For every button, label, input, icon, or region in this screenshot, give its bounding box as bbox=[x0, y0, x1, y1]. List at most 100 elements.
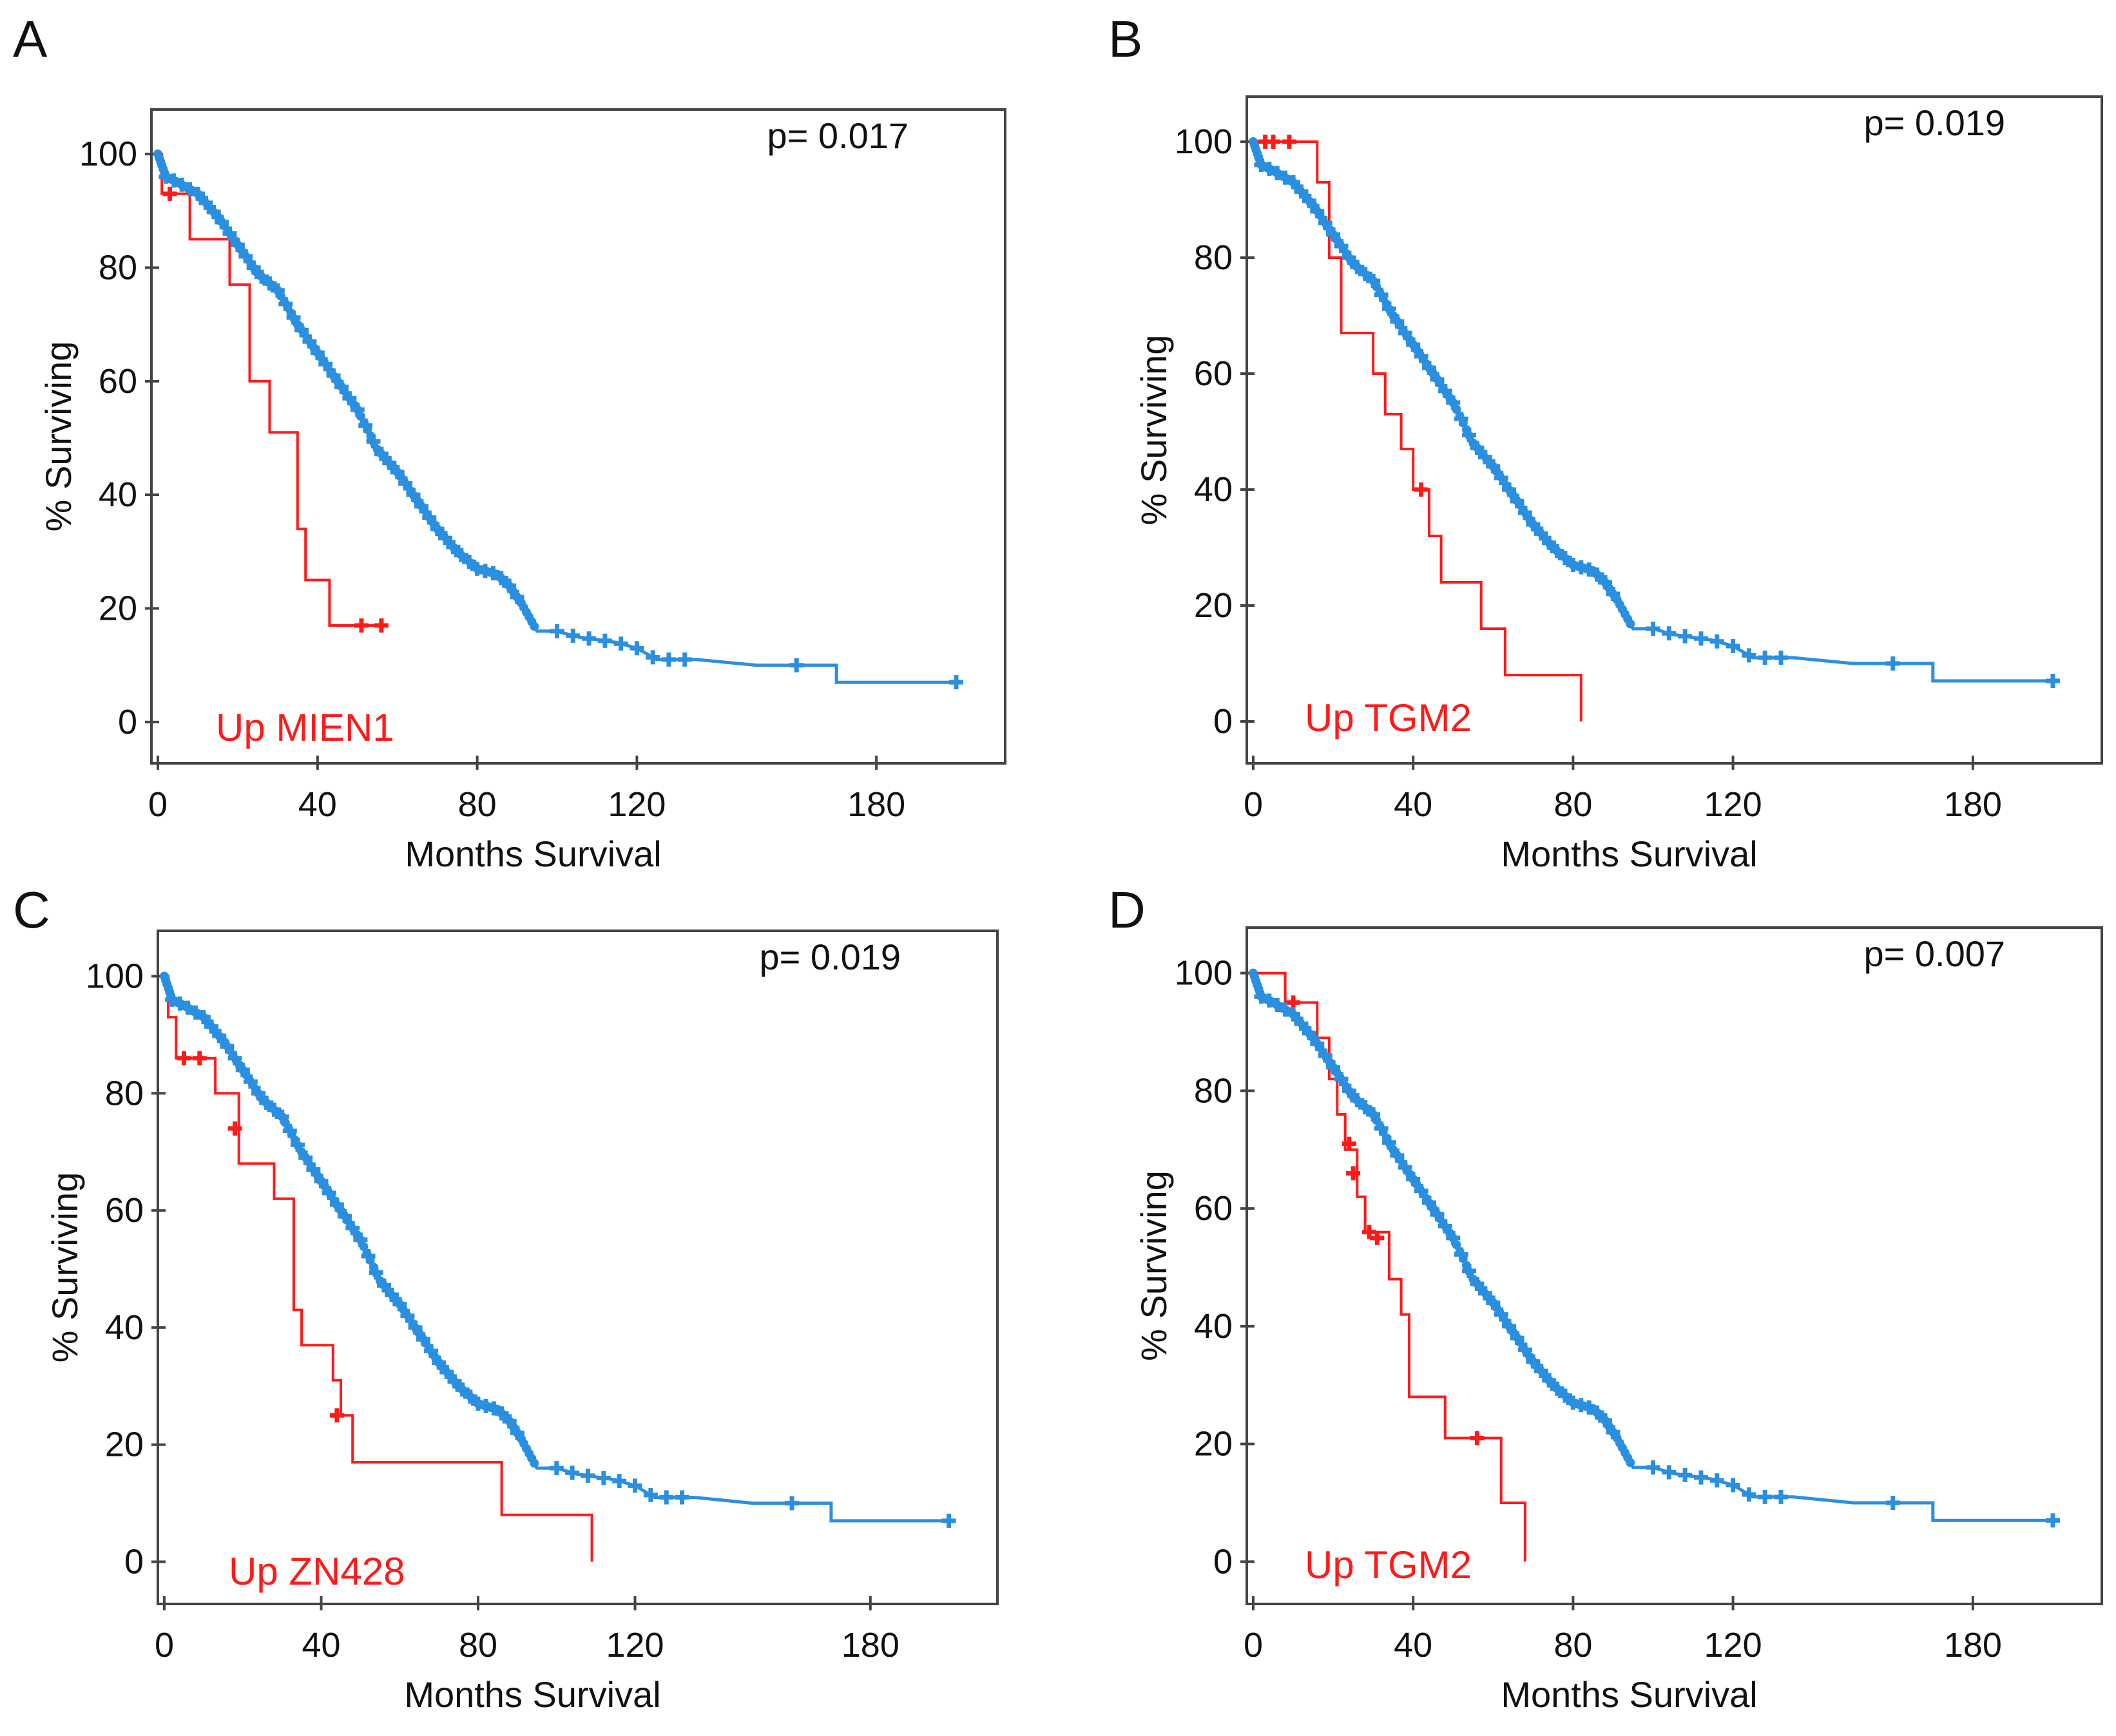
censor-mark bbox=[1302, 193, 1316, 208]
censor-mark bbox=[354, 618, 369, 633]
series-label-up-gene: Up ZN428 bbox=[229, 1550, 405, 1593]
censor-mark bbox=[1582, 562, 1597, 577]
y-axis-label: % Surviving bbox=[1133, 335, 1174, 526]
censor-mark bbox=[302, 334, 317, 349]
censor-mark bbox=[949, 675, 964, 690]
censor-mark bbox=[198, 195, 213, 210]
censor-mark bbox=[494, 1406, 509, 1421]
censor-mark bbox=[270, 283, 285, 298]
censor-mark bbox=[1477, 1286, 1492, 1301]
censor-mark bbox=[1502, 1319, 1517, 1333]
censor-mark bbox=[1598, 1413, 1613, 1428]
y-axis-label: % Surviving bbox=[38, 341, 79, 532]
censor-mark bbox=[1430, 372, 1445, 386]
panel-b: B 0 20 40 60 80 100 0 40 80 120 180 Months Survival%… bbox=[1108, 10, 2103, 874]
censor-mark bbox=[549, 1461, 564, 1476]
censor-mark bbox=[1286, 1007, 1301, 1022]
censor-mark bbox=[675, 1490, 689, 1505]
censor-mark bbox=[227, 1051, 242, 1065]
censor-mark bbox=[1254, 158, 1269, 172]
survival-step-line bbox=[164, 975, 593, 1562]
censor-mark bbox=[251, 1086, 266, 1101]
censor-mark bbox=[369, 1265, 383, 1280]
censor-mark bbox=[215, 215, 229, 229]
censor-mark bbox=[1398, 326, 1412, 340]
censor-mark bbox=[326, 368, 341, 383]
censor-mark bbox=[2045, 674, 2060, 688]
censor-mark bbox=[1590, 1405, 1604, 1420]
censor-mark bbox=[628, 1478, 642, 1493]
censor-mark bbox=[1294, 1016, 1309, 1031]
panel-d: D 0 20 40 60 80 100 0 40 80 120 180 Months Survival%… bbox=[1108, 881, 2103, 1715]
censor-mark bbox=[1414, 1183, 1428, 1198]
y-tick-label: 40 bbox=[105, 1308, 144, 1347]
survival-line bbox=[156, 153, 956, 684]
censor-mark bbox=[374, 446, 389, 461]
x-tick-label: 80 bbox=[458, 785, 497, 824]
censor-mark bbox=[430, 522, 445, 537]
x-tick-label: 40 bbox=[298, 785, 337, 824]
censor-mark bbox=[1742, 1487, 1756, 1502]
censor-mark bbox=[1381, 301, 1396, 316]
censor-mark bbox=[502, 1414, 517, 1429]
censor-mark bbox=[1398, 1160, 1412, 1175]
plot-frame bbox=[1246, 95, 2103, 765]
censor-mark bbox=[1517, 1342, 1532, 1357]
censor-mark bbox=[230, 238, 245, 253]
y-tick-label: 100 bbox=[86, 957, 144, 995]
censor-mark bbox=[510, 1426, 524, 1440]
censor-mark bbox=[1470, 1431, 1485, 1445]
censor-mark bbox=[1414, 482, 1428, 497]
series-others bbox=[1249, 968, 2060, 1528]
censor-mark bbox=[1370, 1230, 1385, 1245]
x-axis-label: Months Survival bbox=[1501, 1674, 1757, 1715]
censor-mark bbox=[322, 1185, 336, 1200]
censor-mark bbox=[454, 548, 468, 562]
panel-a: A 0 20 40 60 80 100 0 40 80 120 180 Months Survival%… bbox=[13, 10, 1006, 874]
censor-mark bbox=[463, 1389, 477, 1404]
y-tick-label: 20 bbox=[1194, 1425, 1233, 1464]
censor-mark bbox=[1350, 260, 1365, 274]
p-value-label: p= 0.019 bbox=[759, 937, 901, 977]
series-up-gene bbox=[164, 975, 593, 1562]
survival-line bbox=[1251, 972, 2053, 1522]
censor-mark bbox=[220, 1039, 235, 1054]
censor-mark bbox=[350, 402, 365, 417]
censor-mark bbox=[259, 1095, 274, 1110]
censor-mark bbox=[1526, 1354, 1541, 1369]
censor-mark bbox=[366, 434, 381, 449]
censor-mark bbox=[190, 186, 205, 201]
x-axis-label: Months Survival bbox=[404, 1674, 660, 1715]
survival-step-line bbox=[158, 153, 381, 627]
censor-mark bbox=[196, 1010, 211, 1025]
censor-mark bbox=[338, 1209, 352, 1224]
censor-mark bbox=[1510, 494, 1524, 508]
censor-mark bbox=[1534, 1364, 1548, 1378]
censor-mark bbox=[471, 1397, 486, 1411]
censor-mark bbox=[1462, 1263, 1477, 1278]
censor-mark bbox=[470, 561, 485, 576]
censor-mark bbox=[1557, 1388, 1572, 1403]
censor-mark bbox=[246, 260, 261, 275]
censor-mark bbox=[1502, 482, 1517, 497]
y-axis-label: % Surviving bbox=[44, 1172, 85, 1363]
censor-mark bbox=[1366, 274, 1381, 288]
censor-mark bbox=[1573, 560, 1588, 575]
censor-mark bbox=[182, 182, 197, 196]
censor-mark bbox=[1302, 1025, 1316, 1040]
censor-mark bbox=[613, 636, 628, 651]
censor-mark bbox=[1494, 1307, 1508, 1322]
censor-mark bbox=[1726, 639, 1740, 653]
censor-mark bbox=[423, 1344, 438, 1359]
x-axis-label: Months Survival bbox=[1501, 834, 1757, 874]
y-tick-label: 0 bbox=[124, 1543, 144, 1581]
x-tick-label: 120 bbox=[606, 1626, 664, 1664]
censor-mark bbox=[165, 992, 180, 1007]
censor-mark bbox=[1885, 1495, 1900, 1510]
censor-mark bbox=[422, 510, 437, 525]
censor-mark bbox=[353, 1232, 368, 1247]
censor-mark bbox=[1885, 656, 1900, 671]
censor-mark bbox=[173, 996, 188, 1011]
censor-mark bbox=[630, 641, 644, 656]
censor-mark bbox=[661, 652, 676, 667]
